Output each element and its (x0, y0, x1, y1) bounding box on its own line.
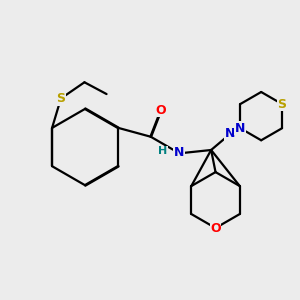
Text: S: S (278, 98, 286, 111)
Text: N: N (225, 127, 236, 140)
Text: N: N (235, 122, 245, 135)
Text: O: O (210, 221, 221, 235)
Text: H: H (158, 146, 167, 157)
Text: N: N (173, 146, 184, 159)
Text: S: S (56, 92, 65, 105)
Text: O: O (156, 104, 167, 117)
